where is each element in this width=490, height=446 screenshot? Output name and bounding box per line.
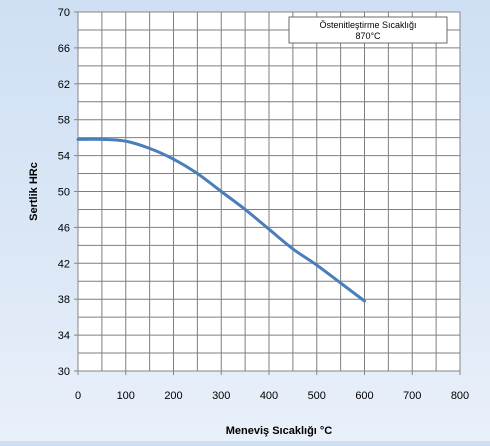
y-tick-label: 54	[58, 151, 70, 163]
y-tick-label: 38	[58, 294, 70, 306]
annotation-line-1: Östenitleştirme Sıcaklığı	[319, 20, 416, 30]
y-tick-label: 50	[58, 187, 70, 199]
y-tick-label: 34	[58, 330, 70, 342]
y-tick-label: 66	[58, 43, 70, 55]
y-axis-title: Sertlik HRc	[28, 162, 40, 221]
y-tick-label: 70	[58, 7, 70, 19]
y-tick-label: 30	[58, 366, 70, 378]
x-tick-label: 200	[164, 390, 182, 402]
x-tick-label: 100	[117, 390, 135, 402]
annotation-line-2: 870°C	[355, 31, 381, 41]
x-tick-label: 300	[212, 390, 230, 402]
x-tick-label: 800	[451, 390, 469, 402]
x-tick-label: 600	[355, 390, 373, 402]
x-tick-label: 500	[308, 390, 326, 402]
x-axis-title: Meneviş Sıcaklığı °C	[226, 425, 333, 437]
x-tick-label: 400	[260, 390, 278, 402]
series-layer	[76, 137, 366, 303]
y-tick-label: 58	[58, 115, 70, 127]
series-line-0	[76, 137, 366, 303]
y-tick-label: 42	[58, 258, 70, 270]
x-tick-label: 700	[403, 390, 421, 402]
annotation-box: Östenitleştirme Sıcaklığı 870°C	[288, 16, 448, 44]
annotation-frame	[288, 16, 448, 44]
y-tick-label: 46	[58, 222, 70, 234]
x-tick-label: 0	[75, 390, 81, 402]
grid-lines	[78, 12, 460, 371]
y-tick-label: 62	[58, 79, 70, 91]
